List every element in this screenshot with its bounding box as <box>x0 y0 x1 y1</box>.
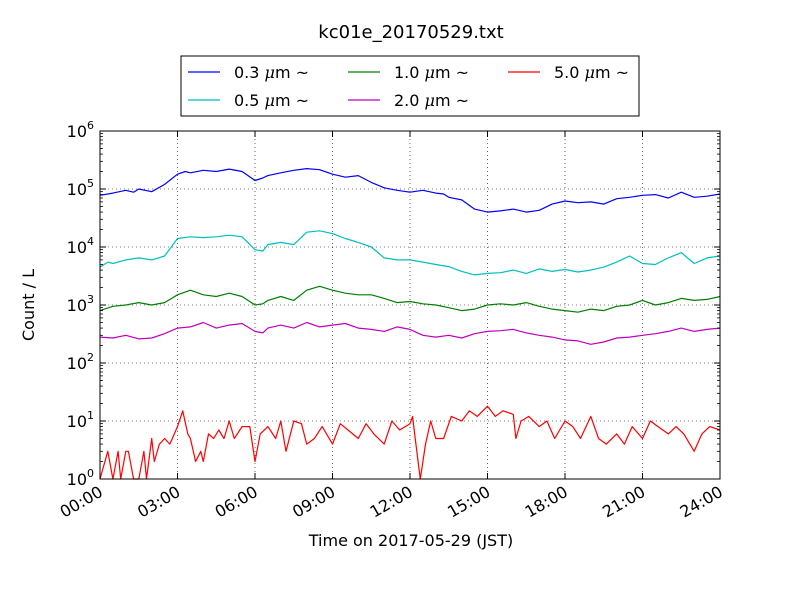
y-tick-label: 101 <box>67 409 94 431</box>
y-tick-labels: 100 101 102 103 104 105 106 <box>67 119 94 489</box>
y-tick-label: 105 <box>67 177 94 199</box>
x-axis-label: Time on 2017-05-29 (JST) <box>308 531 513 550</box>
data-series <box>99 168 721 480</box>
legend: 0.3 μm ~ 0.5 μm ~ 1.0 μm ~ 2.0 μm ~ 5.0 μm ~ <box>180 55 640 117</box>
y-axis-label: Count / L <box>19 269 38 341</box>
legend-label-3: 1.0 μm ~ <box>394 63 469 82</box>
y-tick-label: 102 <box>67 351 94 373</box>
series-line-4 <box>99 321 721 345</box>
legend-label-1: 0.3 μm ~ <box>234 63 309 82</box>
plot-area: 00:00 03:00 06:00 09:00 12:00 15:00 18:00 21:00… <box>57 119 726 522</box>
y-tick-label: 106 <box>67 119 94 141</box>
y-tick-label: 104 <box>67 235 94 257</box>
series-line-3 <box>99 285 721 313</box>
legend-label-4: 2.0 μm ~ <box>394 91 469 110</box>
y-tick-label: 103 <box>67 293 94 315</box>
axis-ticks <box>99 130 721 480</box>
legend-box <box>180 55 640 117</box>
series-line-5 <box>99 405 721 480</box>
y-tick-label: 100 <box>67 467 94 489</box>
series-line-1 <box>99 168 721 213</box>
legend-label-2: 0.5 μm ~ <box>234 91 309 110</box>
legend-label-5: 5.0 μm ~ <box>554 63 629 82</box>
grid-lines <box>100 131 720 479</box>
series-line-2 <box>99 230 721 276</box>
chart-title: kc01e_20170529.txt <box>318 22 503 43</box>
